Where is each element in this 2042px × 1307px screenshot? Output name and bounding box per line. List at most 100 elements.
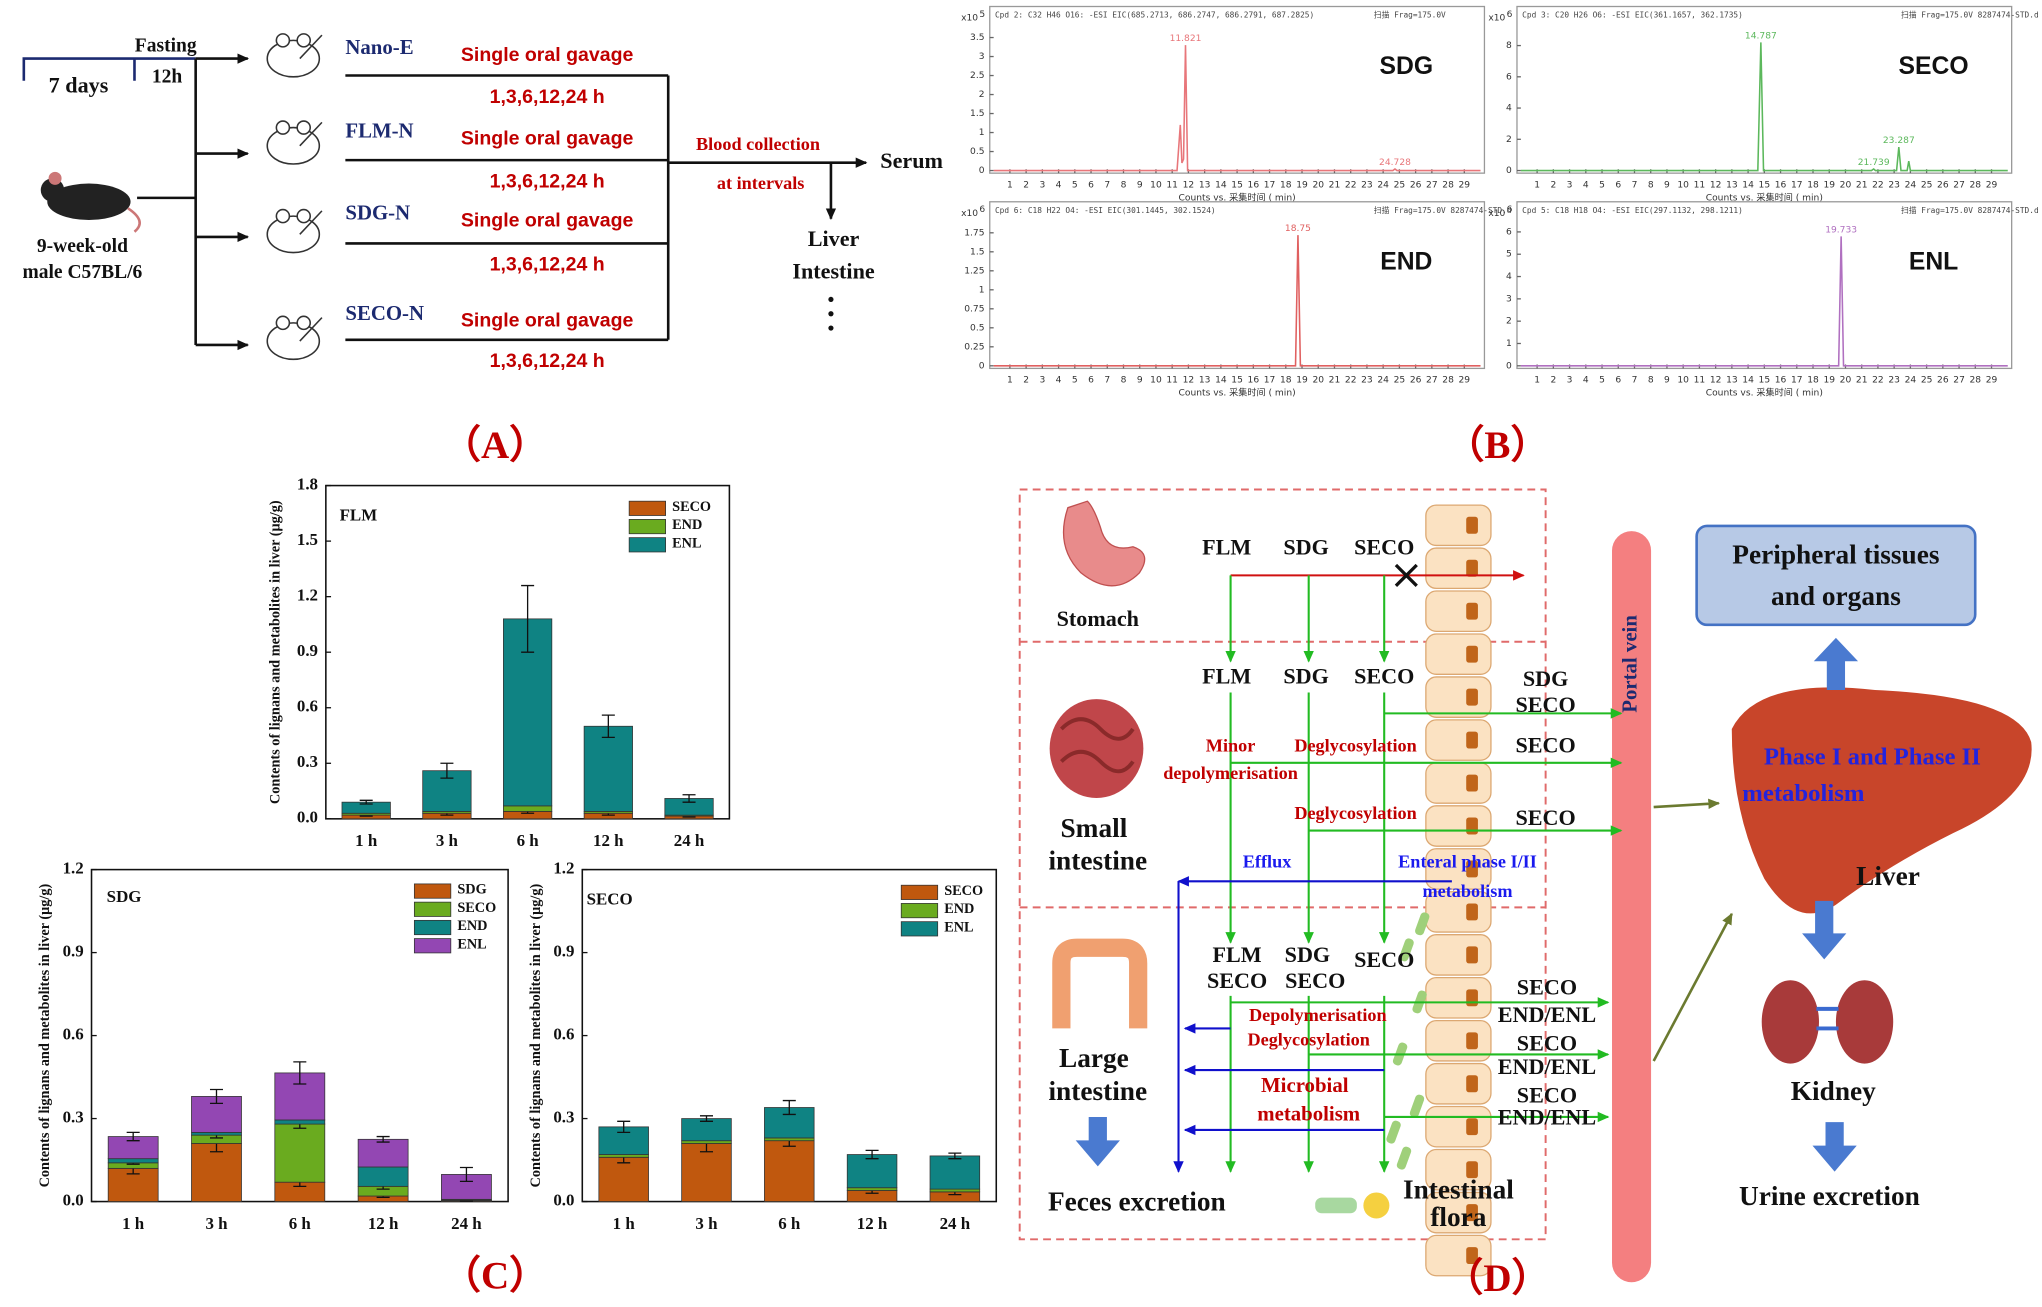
cell-nucleus: [1466, 860, 1478, 878]
x-tick-label: 20: [1840, 376, 1852, 386]
x-tick-label: 5: [1072, 376, 1078, 386]
x-tick-label: 10: [1150, 180, 1162, 190]
peak-label: 24.728: [1379, 158, 1411, 168]
error-bar: [948, 1152, 962, 1160]
peak-label: 23.287: [1883, 136, 1915, 146]
labels: 7 days Fasting 12h 9-week-old male C57BL/6 Bl…: [23, 35, 1981, 1300]
x-tick-label: 16: [1775, 376, 1787, 386]
error-bar: [521, 584, 535, 653]
bar-segment: [191, 1132, 242, 1136]
diagram-text: Liver: [808, 226, 860, 251]
diagram-text: Single oral gavage: [461, 209, 634, 231]
x-tick-label: 28: [1442, 180, 1454, 190]
x-tick-label: 16: [1775, 180, 1787, 190]
x-tick-label: 29: [1986, 376, 1998, 386]
error-bar: [440, 762, 454, 779]
x-tick-label: 9: [1664, 180, 1670, 190]
x-tick-label: 3 h: [436, 831, 459, 850]
x-tick-label: 16: [1248, 376, 1260, 386]
x-tick-label: 17: [1264, 180, 1276, 190]
x-tick-label: 23: [1888, 180, 1900, 190]
x-tick-label: 7: [1632, 376, 1638, 386]
y-axis-label: Contents of lignans and metabolites in l…: [268, 500, 284, 804]
chart-title: SECO: [587, 890, 633, 909]
chromatogram-scan: 扫描 Frag=175.0V 8287474-STD.d: [1374, 205, 1512, 215]
x-tick-label: 13: [1199, 376, 1211, 386]
legend-swatch: [413, 901, 452, 917]
legend-label: ENL: [672, 535, 701, 551]
x-tick-label: 14: [1215, 376, 1227, 386]
cell: [1425, 676, 1492, 718]
ellipsis-dots: [828, 296, 834, 331]
y-tick-label: 1: [979, 285, 985, 295]
x-tick-label: 18: [1280, 180, 1292, 190]
diagram-text: Phase I and Phase II: [1764, 744, 1981, 771]
diagram-text: SECO: [1285, 968, 1345, 993]
diagram-text: metabolism: [1742, 780, 1865, 807]
panel-label: （A）: [442, 424, 548, 467]
x-tick-label: 24: [1905, 180, 1917, 190]
diagram-text: depolymerisation: [1163, 763, 1298, 783]
chromatogram-scan: 扫描 Frag=175.0V: [1374, 10, 1446, 20]
kidney-icon: [1761, 980, 1894, 1064]
black-mouse: [40, 171, 141, 233]
diagram-text: SDG: [1523, 666, 1569, 691]
cell: [1425, 1019, 1492, 1062]
legend-label: ENL: [457, 936, 486, 952]
x-tick-label: 29: [1459, 180, 1471, 190]
x-tick-label: 5: [1599, 376, 1605, 386]
chromatogram-header: Cpd 2: C32 H46 O16: -ESI EIC(685.2713, 6…: [995, 11, 1314, 20]
peak-label: 14.787: [1745, 31, 1777, 41]
x-tick-label: 29: [1459, 376, 1471, 386]
cell: [1425, 1234, 1492, 1277]
y-tick-label: 0.0: [553, 1190, 574, 1209]
y-tick-label: 8: [1506, 41, 1512, 51]
error-bar: [617, 1120, 631, 1134]
x-tick-label: 17: [1791, 376, 1803, 386]
y-unit: x10: [1488, 209, 1505, 219]
x-tick-label: 23: [1888, 376, 1900, 386]
diagram-text: SECO: [1517, 1030, 1577, 1055]
x-tick-label: 8: [1121, 376, 1127, 386]
x-tick-label: 7: [1104, 376, 1110, 386]
diagram-text: SDG: [1285, 942, 1331, 967]
diagram-text: SECO: [1354, 663, 1414, 688]
y-tick-label: 1: [1506, 339, 1512, 349]
plot-frame: [989, 201, 1486, 370]
diagram-text: SDG: [1283, 663, 1329, 688]
cell: [1425, 805, 1492, 847]
x-tick-label: 28: [1442, 376, 1454, 386]
y-exponent: 5: [979, 10, 985, 20]
cell: [1425, 976, 1492, 1019]
legend-swatch: [900, 903, 939, 919]
y-axis-label: Contents of lignans and metabolites in l…: [528, 883, 544, 1187]
diagram-text: Single oral gavage: [461, 127, 634, 149]
error-bar: [376, 1135, 390, 1143]
bar-segment: [357, 1166, 409, 1187]
x-tick-label: 3 h: [695, 1214, 718, 1233]
cell-nucleus: [1466, 817, 1478, 835]
diagram-text: Liver: [1856, 861, 1920, 891]
diagram-text: 7 days: [49, 72, 109, 97]
x-tick-label: 24 h: [451, 1214, 482, 1233]
x-tick-label: 12: [1710, 180, 1722, 190]
legend-swatch: [413, 883, 452, 899]
y-unit: x10: [1488, 14, 1505, 24]
x-tick-label: 24 h: [940, 1214, 971, 1233]
bacterium: [1399, 938, 1414, 962]
cell-nucleus: [1466, 1032, 1478, 1050]
x-tick-label: 26: [1410, 376, 1422, 386]
bar-segment: [598, 1156, 649, 1202]
x-tick-label: 1 h: [122, 1214, 145, 1233]
error-bar: [601, 714, 615, 739]
y-tick-label: 6: [1506, 227, 1512, 237]
diagram-text: 1,3,6,12,24 h: [490, 254, 605, 276]
x-axis-label: Counts vs. 采集时间 ( min): [1706, 387, 1823, 399]
x-tick-label: 4: [1056, 180, 1062, 190]
x-tick-label: 24: [1377, 180, 1389, 190]
x-tick-label: 3: [1567, 376, 1573, 386]
cell-nucleus: [1466, 688, 1478, 706]
chromatogram-title: SDG: [1380, 53, 1434, 80]
chromatogram-scan: 扫描 Frag=175.0V 8287474-STD.d: [1901, 10, 2039, 20]
x-tick-label: 14: [1215, 180, 1227, 190]
